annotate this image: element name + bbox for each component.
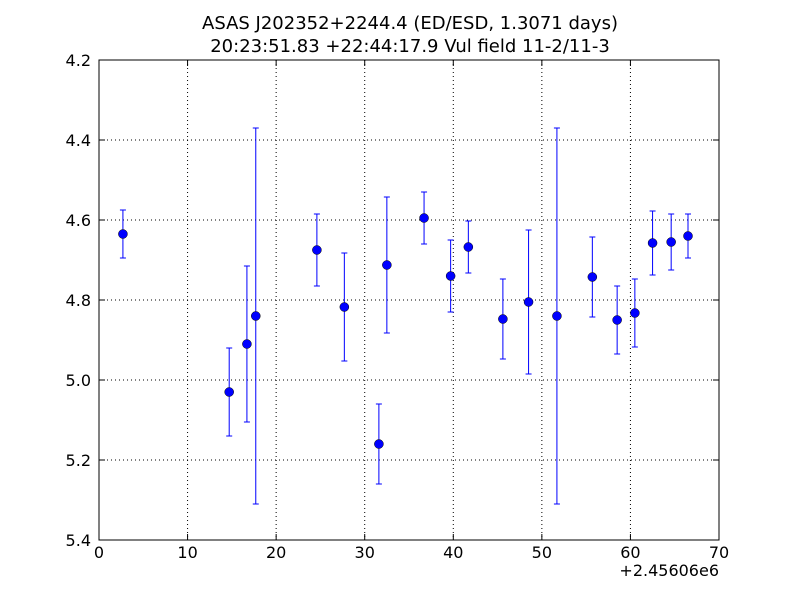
data-point: [419, 213, 429, 223]
data-point: [630, 308, 640, 318]
data-point: [445, 271, 456, 281]
x-tick-label: 40: [443, 543, 463, 562]
x-tick-label: 20: [266, 543, 286, 562]
data-point: [374, 439, 384, 449]
y-tick-label: 4.2: [66, 51, 91, 70]
data-point: [523, 297, 534, 307]
y-tick-label: 4.8: [66, 291, 91, 310]
y-tick-label: 4.6: [66, 211, 91, 230]
data-point: [587, 272, 598, 282]
data-point: [612, 315, 622, 325]
data-point: [498, 314, 508, 324]
data-point: [312, 245, 322, 255]
data-point: [647, 238, 658, 248]
x-tick-label: 10: [177, 543, 197, 562]
x-tick-label: 60: [620, 543, 640, 562]
chart-title: ASAS J202352+2244.4 (ED/ESD, 1.3071 days…: [202, 13, 618, 34]
data-point: [251, 311, 261, 321]
data-point: [118, 229, 128, 239]
data-point: [683, 231, 693, 241]
y-tick-label: 5.2: [66, 451, 91, 470]
data-point: [552, 311, 562, 321]
data-point: [242, 339, 252, 349]
x-tick-label: 0: [94, 543, 104, 562]
data-point: [463, 242, 474, 252]
plot-frame: [98, 59, 720, 541]
y-tick-label: 5.0: [66, 371, 91, 390]
chart-subtitle: 20:23:51.83 +22:44:17.9 Vul field 11-2/1…: [210, 36, 610, 57]
data-point: [666, 237, 676, 247]
x-tick-label: 50: [532, 543, 552, 562]
data-point: [224, 387, 234, 397]
y-tick-label: 5.4: [66, 531, 91, 550]
data-point: [382, 260, 392, 270]
data-point: [339, 302, 350, 312]
y-tick-label: 4.4: [66, 131, 91, 150]
x-tick-label: 70: [709, 543, 729, 562]
x-offset-label: +2.45606e6: [619, 561, 719, 580]
x-tick-label: 30: [355, 543, 375, 562]
